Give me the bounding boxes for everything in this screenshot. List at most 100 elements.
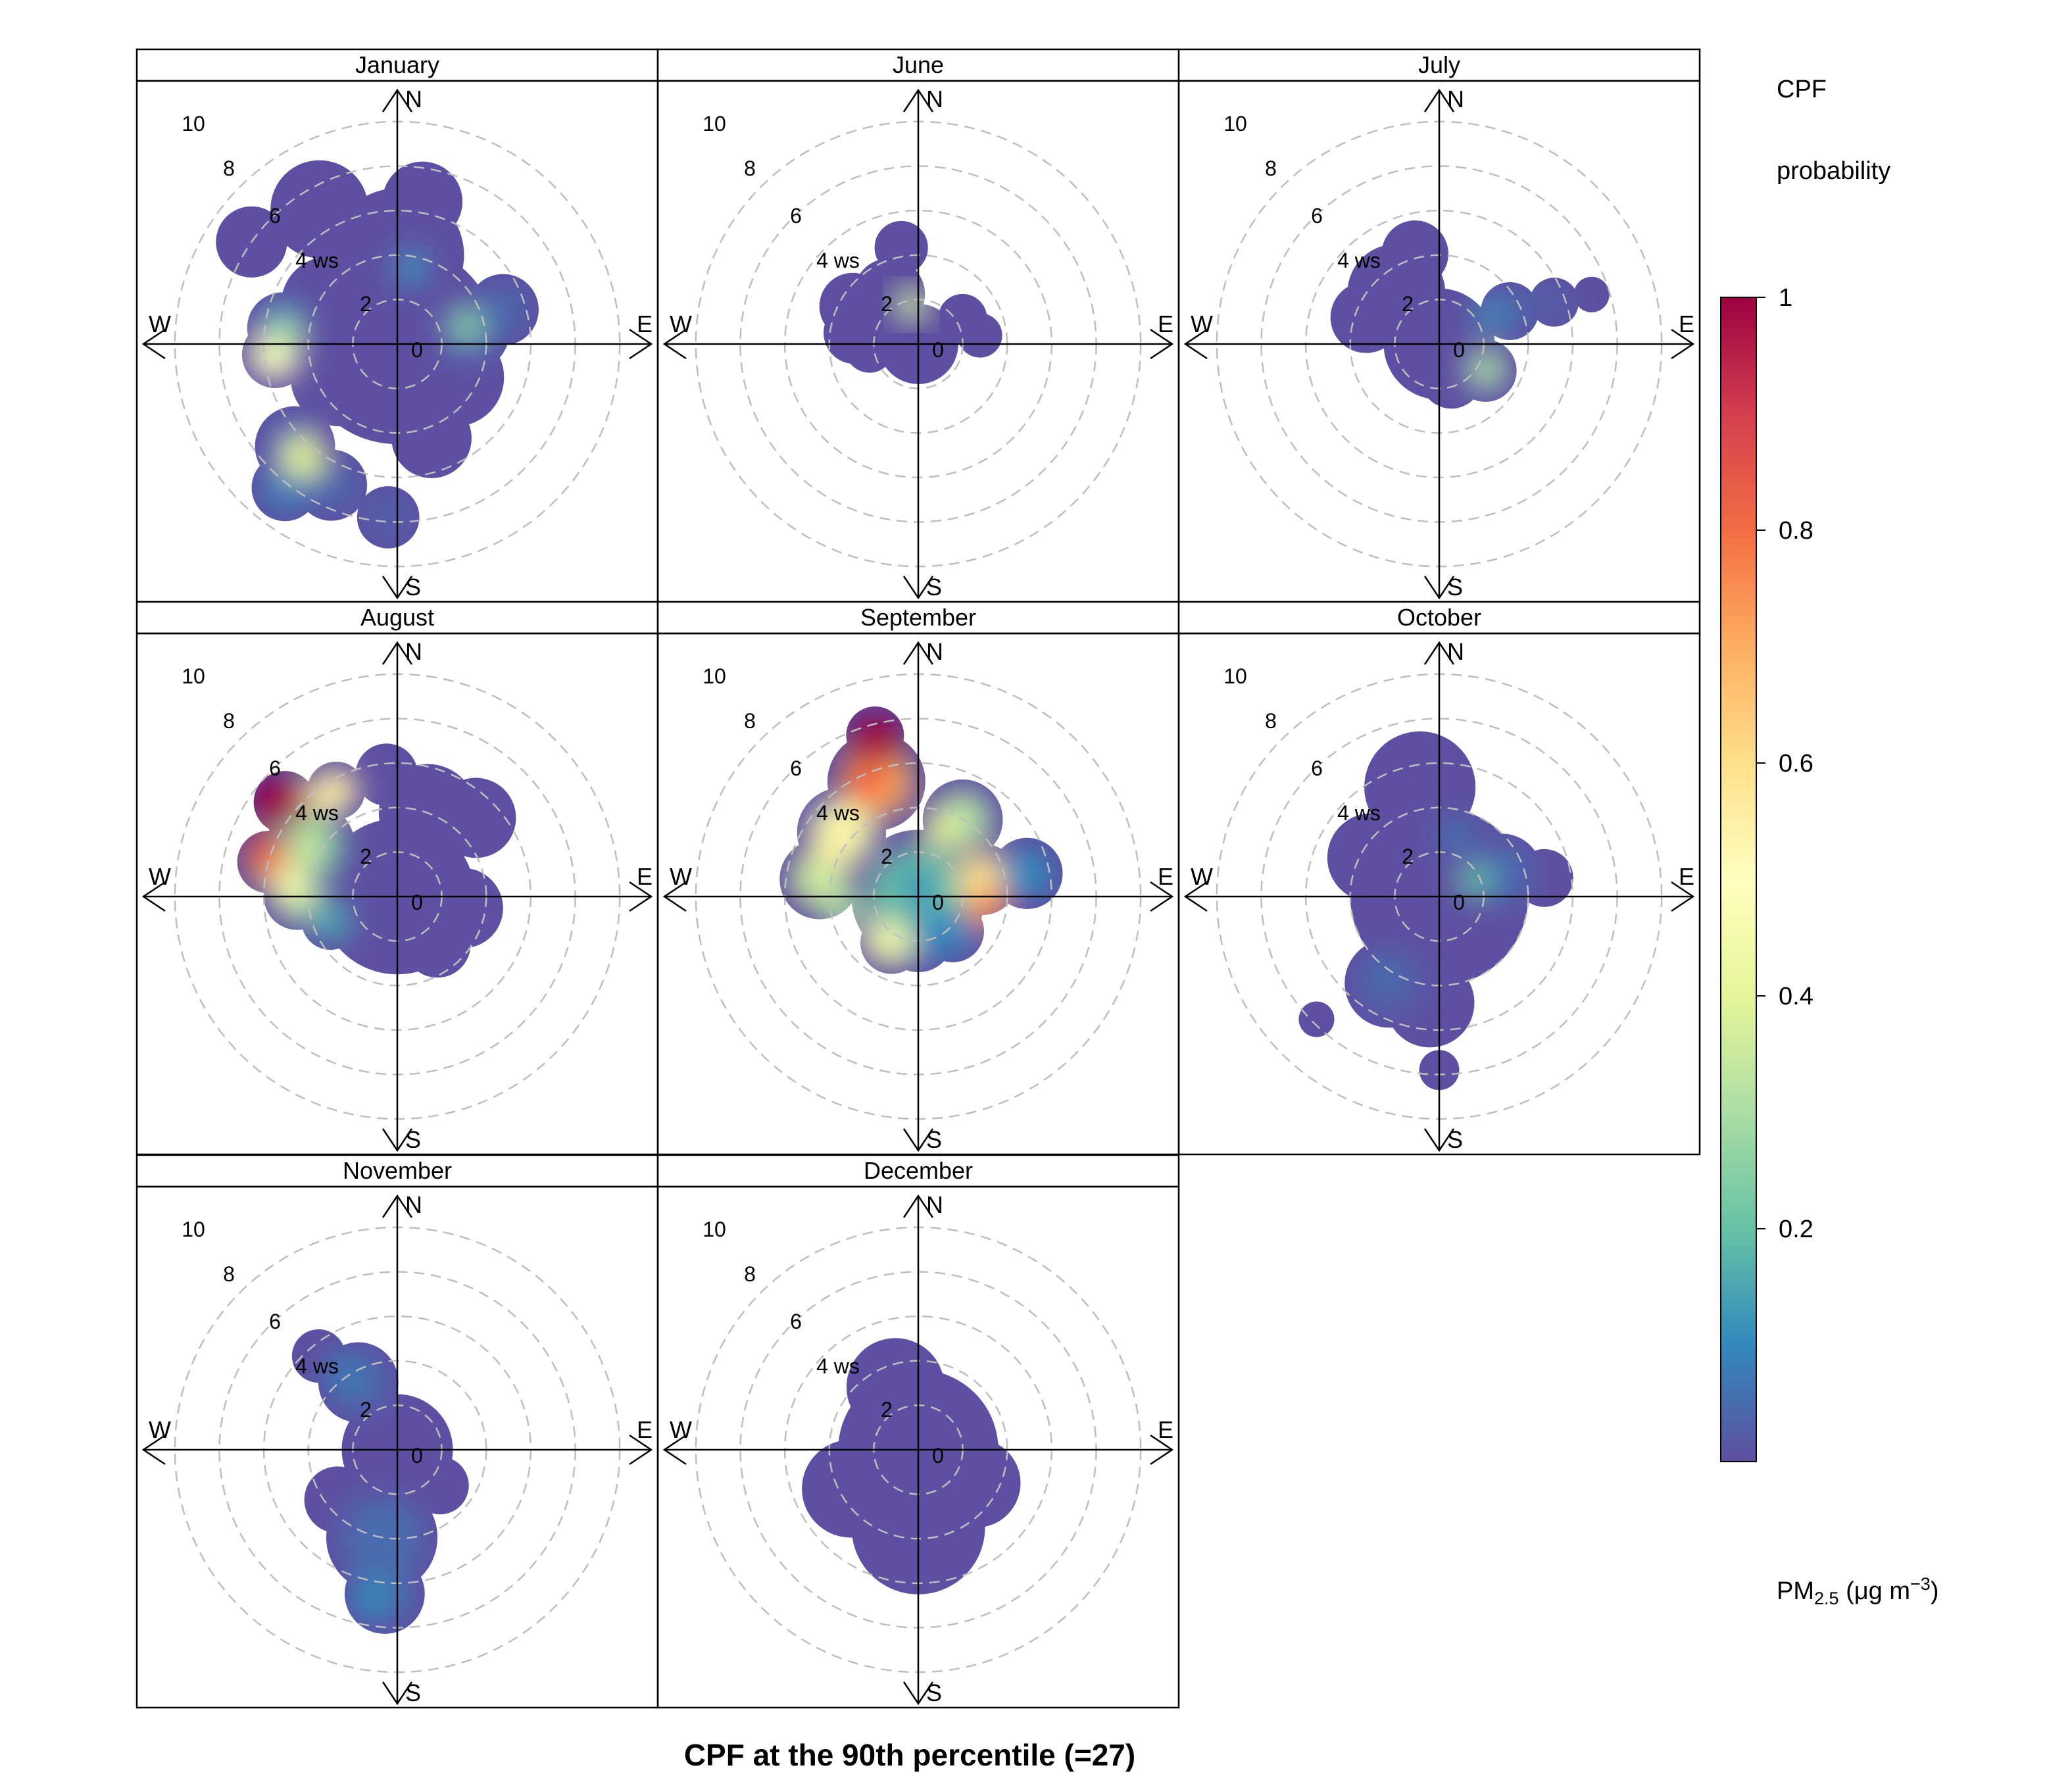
direction-label-w: W (1191, 863, 1213, 890)
radial-tick-label: 10 (703, 1218, 726, 1241)
direction-label-w: W (149, 1416, 171, 1443)
cpf-hotspot (966, 888, 1006, 929)
radial-tick-label: 10 (182, 112, 205, 136)
radial-tick-label: 8 (1265, 709, 1277, 733)
color-key-tick-label: 0.4 (1779, 983, 1813, 1010)
radial-tick-label: 4 ws (295, 249, 339, 272)
cpf-blob (1535, 284, 1573, 321)
key-title-line2: probability (1777, 157, 1890, 185)
radial-tick-label: 6 (790, 756, 802, 780)
cpf-hotspot (1366, 952, 1406, 993)
panel-strip (1177, 601, 1701, 635)
cpf-hotspot (893, 286, 929, 323)
cpf-blob (364, 493, 412, 541)
direction-label-e: E (1679, 310, 1694, 337)
direction-label-e: E (1158, 863, 1173, 890)
direction-label-e: E (637, 1416, 653, 1443)
panel-strip (136, 48, 659, 82)
panel-title: January (355, 51, 439, 78)
radial-tick-label: 8 (223, 709, 235, 733)
polar-panel-january: January N S W E 0 2 4 ws 6 8 10 (136, 48, 659, 603)
direction-label-s: S (405, 1679, 421, 1706)
direction-label-n: N (926, 86, 943, 112)
radial-tick-label: 4 ws (1337, 249, 1381, 272)
direction-label-s: S (926, 574, 942, 601)
panel-title: October (1397, 604, 1481, 631)
radial-tick-label: 10 (1223, 664, 1247, 688)
panel-strip (136, 1154, 659, 1188)
key-title-line1: CPF (1777, 76, 1827, 103)
direction-label-w: W (670, 1416, 692, 1443)
radial-tick-label: 4 ws (816, 801, 860, 825)
radial-tick-label: 10 (703, 664, 726, 688)
polar-panel-november: November N S W E 0 2 4 ws 6 8 10 (136, 1154, 659, 1709)
axes-arrows (1183, 88, 1695, 600)
direction-label-w: W (670, 863, 692, 890)
cpf-hotspot (861, 920, 901, 961)
radial-tick-label: 8 (223, 157, 235, 180)
direction-label-w: W (149, 863, 171, 890)
direction-label-s: S (405, 574, 421, 601)
polar-panel-september: September N S W E 0 2 4 ws 6 8 10 (656, 601, 1180, 1156)
cpf-hotspot (1471, 301, 1503, 332)
direction-label-n: N (405, 86, 422, 112)
direction-label-n: N (926, 1191, 943, 1218)
axes-arrows (1183, 641, 1695, 1152)
direction-label-n: N (1447, 86, 1464, 112)
radial-tick-label: 4 ws (295, 801, 339, 825)
color-key-tick-label: 1 (1779, 284, 1792, 312)
axes-arrows (662, 641, 1174, 1152)
radial-tick-label: 6 (269, 756, 281, 780)
radial-tick-label: 2 (881, 1398, 893, 1421)
color-key: CPF probability 0.2 0.4 0.6 0.8 1 PM2.5 (μg … (1720, 76, 1938, 1608)
panel-frame (1177, 632, 1701, 1156)
cpf-hotspot (250, 776, 299, 826)
direction-label-e: E (1679, 863, 1694, 890)
cpf-hotspot (1440, 818, 1472, 850)
direction-label-e: E (637, 863, 653, 890)
radial-tick-label: 0 (411, 891, 423, 914)
direction-label-w: W (149, 310, 171, 337)
cpf-hotspot (280, 434, 326, 479)
radial-tick-label: 2 (360, 845, 372, 868)
axes-arrows (141, 641, 653, 1152)
polar-panel-december: December N S W E 0 2 4 ws 6 8 10 (656, 1154, 1180, 1709)
panel-frame (656, 1185, 1180, 1709)
cpf-hotspot (1466, 349, 1507, 389)
panel-strip (656, 48, 1180, 82)
direction-label-e: E (1158, 310, 1173, 337)
cpf-hotspot (324, 1353, 364, 1394)
radial-tick-label: 2 (1402, 292, 1414, 316)
panel-title: September (860, 604, 976, 631)
direction-label-n: N (405, 638, 422, 665)
radial-tick-label: 2 (360, 292, 372, 316)
cpf-hotspot (1456, 862, 1492, 899)
direction-label-e: E (637, 310, 653, 337)
direction-label-s: S (405, 1126, 421, 1153)
chart-title: CPF at the 90th percentile (=27) (684, 1738, 1135, 1772)
cpf-hotspot (922, 809, 963, 850)
polar-panel-july: July N S W E 0 2 4 ws 6 8 10 (1177, 48, 1701, 603)
cpf-blob (929, 908, 977, 955)
cpf-blob (308, 899, 353, 943)
radial-tick-label: 2 (1402, 845, 1414, 868)
cpf-hotspot (266, 316, 303, 353)
panel-title: August (360, 604, 434, 631)
cpf-hotspot (841, 759, 891, 808)
radial-tick-label: 10 (182, 664, 205, 688)
radial-tick-label: 4 ws (295, 1354, 339, 1378)
panel-title: December (864, 1157, 973, 1184)
radial-tick-label: 0 (411, 1444, 423, 1468)
polar-panel-october: October N S W E 0 2 4 ws 6 8 10 (1177, 601, 1701, 1156)
radial-tick-label: 0 (1453, 891, 1465, 914)
cpf-hotspot (813, 827, 854, 868)
panel-title: November (343, 1157, 452, 1184)
radial-tick-label: 0 (932, 891, 944, 914)
radial-tick-label: 2 (360, 1398, 372, 1421)
radial-tick-label: 6 (269, 204, 281, 228)
direction-label-w: W (670, 310, 692, 337)
radial-tick-label: 10 (1223, 112, 1247, 136)
direction-label-n: N (926, 638, 943, 665)
direction-label-s: S (926, 1126, 942, 1153)
radial-tick-label: 0 (411, 338, 423, 362)
